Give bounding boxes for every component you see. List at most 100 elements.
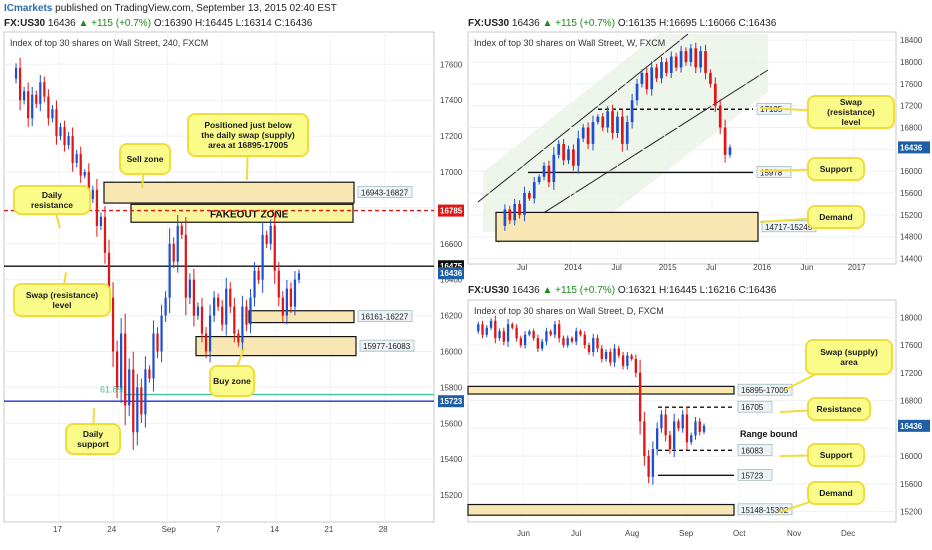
candle-body bbox=[128, 369, 131, 406]
zone-label: 16895-17005 bbox=[741, 386, 789, 395]
change: ▲ +115 (+0.7%) bbox=[542, 18, 616, 29]
callout-line: Daily bbox=[83, 429, 104, 439]
candle-body bbox=[655, 428, 659, 450]
y-tick-label: 16800 bbox=[900, 397, 923, 406]
x-tick-label: Dec bbox=[841, 529, 855, 538]
callout-bubble bbox=[119, 143, 171, 175]
level-tag bbox=[756, 166, 792, 178]
candle-body bbox=[257, 270, 260, 280]
candle-body bbox=[625, 122, 629, 144]
candle-body bbox=[229, 288, 232, 307]
candle-body bbox=[704, 51, 707, 73]
candle-body bbox=[532, 182, 536, 199]
candle-body bbox=[630, 355, 633, 359]
candle-body bbox=[47, 96, 50, 119]
callout-text: Swap (resistance) level bbox=[26, 290, 98, 310]
candle-body bbox=[494, 320, 497, 339]
zone-label: 16161-16227 bbox=[361, 313, 409, 322]
symbol: FX:US30 bbox=[468, 18, 510, 29]
candle-body bbox=[566, 338, 569, 346]
x-tick-label: Jul bbox=[612, 263, 622, 272]
callout-line: Support bbox=[820, 164, 853, 174]
candle-body bbox=[581, 127, 585, 139]
candle-body bbox=[611, 111, 614, 133]
last-price-label: 16436 bbox=[900, 143, 923, 152]
candle-body bbox=[71, 136, 74, 164]
candle-body bbox=[617, 348, 620, 356]
candle-body bbox=[651, 449, 655, 477]
high: H:16695 bbox=[658, 18, 697, 29]
candle-body bbox=[532, 331, 535, 339]
candle-body bbox=[660, 414, 663, 429]
x-tick-label: Oct bbox=[733, 529, 746, 538]
chart-title: Index of top 30 shares on Wall Street, 2… bbox=[10, 38, 208, 48]
zone-tag bbox=[357, 310, 413, 322]
callout-text: Buy zone bbox=[213, 376, 251, 386]
callout-bubble bbox=[13, 283, 111, 317]
candle-body bbox=[503, 209, 507, 226]
change: ▲ +115 (+0.7%) bbox=[542, 285, 616, 296]
x-tick-label: 17 bbox=[53, 525, 62, 534]
candle-body bbox=[620, 116, 624, 144]
y-tick-label: 15400 bbox=[440, 455, 463, 464]
candle-body bbox=[664, 414, 667, 436]
y-tick-label: 16200 bbox=[440, 312, 463, 321]
candle-body bbox=[95, 189, 98, 226]
y-tick-label: 14400 bbox=[900, 255, 923, 264]
y-tick-label: 15600 bbox=[900, 189, 923, 198]
y-tick-label: 16000 bbox=[440, 347, 463, 356]
candle-body bbox=[684, 51, 688, 63]
candle-body bbox=[498, 331, 501, 339]
callout-bubble bbox=[187, 113, 309, 157]
callout-text: Support bbox=[820, 450, 853, 460]
candle-body bbox=[681, 414, 684, 429]
zone-label: 15148-15302 bbox=[741, 506, 789, 515]
candle-body bbox=[713, 83, 717, 106]
zone-box bbox=[495, 211, 759, 242]
callout-text: Positioned just below the daily swap (sup… bbox=[201, 120, 295, 150]
candle-body bbox=[601, 116, 605, 128]
candle-body bbox=[690, 435, 693, 443]
candle-body bbox=[536, 338, 540, 349]
candle-body bbox=[241, 306, 244, 343]
candle-body bbox=[265, 234, 268, 244]
candle-body bbox=[225, 288, 228, 325]
callout-line: Resistance bbox=[817, 404, 862, 414]
zone-tag bbox=[737, 503, 793, 516]
candle-body bbox=[674, 56, 678, 68]
callout-bubble bbox=[209, 365, 255, 397]
y-tick-label: 17000 bbox=[440, 168, 463, 177]
symbol-line-daily: FX:US30 16436 ▲ +115 (+0.7%) O:16321 H:1… bbox=[468, 285, 776, 296]
candle-body bbox=[613, 348, 616, 363]
brand-link[interactable]: ICmarkets bbox=[4, 3, 53, 14]
x-tick-label: 7 bbox=[216, 525, 221, 534]
y-tick-label: 16400 bbox=[440, 276, 463, 285]
last-price: 16436 bbox=[511, 18, 540, 29]
candle-body bbox=[699, 51, 702, 68]
axis-tag-label: 15723 bbox=[440, 397, 463, 406]
callout-line: resistance bbox=[31, 200, 73, 210]
callout-text: Swap (resistance) level bbox=[827, 97, 875, 127]
y-tick-label: 18400 bbox=[900, 36, 923, 45]
axis-tag-label: 16475 bbox=[440, 262, 463, 271]
candle-body bbox=[685, 414, 689, 443]
callout-line: Buy zone bbox=[213, 376, 251, 386]
candle-body bbox=[281, 297, 284, 316]
candle-body bbox=[698, 421, 701, 432]
candle-body bbox=[552, 154, 556, 183]
annotations: Positioned just below the daily swap (sup… bbox=[13, 95, 895, 513]
callout-line: Swap (resistance) bbox=[26, 290, 98, 300]
level-tag bbox=[737, 444, 773, 456]
symbol-line-h4: FX:US30 16436 ▲ +115 (+0.7%) O:16390 H:1… bbox=[4, 18, 312, 29]
x-tick-label: Sep bbox=[162, 525, 177, 534]
candle-body bbox=[528, 193, 531, 199]
candle-body bbox=[542, 165, 546, 177]
candle-body bbox=[583, 334, 586, 346]
candle-body bbox=[562, 338, 565, 346]
fakeout-zone bbox=[130, 203, 354, 223]
low: L:16066 bbox=[699, 18, 736, 29]
candle-body bbox=[489, 320, 493, 328]
last-price: 16436 bbox=[511, 285, 540, 296]
candle-body bbox=[537, 176, 541, 183]
candle-body bbox=[103, 216, 107, 253]
